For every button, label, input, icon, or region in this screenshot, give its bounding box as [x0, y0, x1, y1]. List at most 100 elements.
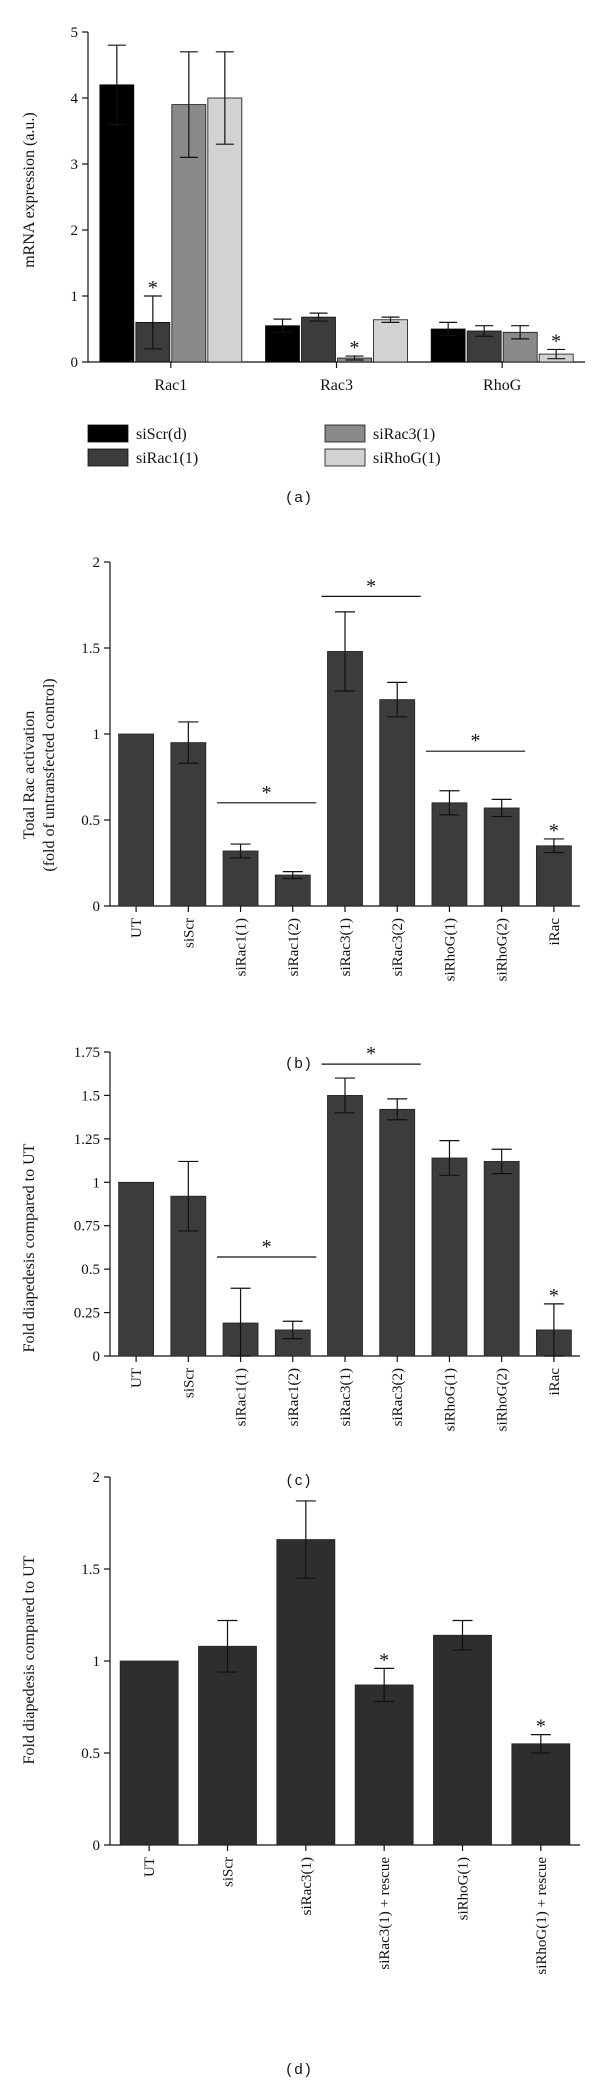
- legend-swatch: [87, 448, 129, 467]
- y-tick-label: 0: [93, 1838, 101, 1854]
- significance-star: *: [366, 1043, 376, 1065]
- legend-label: siRac3(1): [373, 426, 435, 443]
- y-tick-label: 2: [93, 1470, 101, 1486]
- panel-caption: (c): [287, 1472, 314, 1489]
- bar: [511, 1743, 571, 1846]
- legend: siScr(d) siRac1(1) siRac3(1) siRhoG(1): [87, 424, 441, 467]
- bar: [379, 1108, 416, 1357]
- y-tick-label: 4: [71, 91, 79, 107]
- y-tick-label: 1.75: [74, 1045, 100, 1061]
- y-tick-label: 0: [93, 899, 101, 915]
- x-tick-label: iRac: [547, 918, 563, 946]
- x-tick-label: siRhoG(2): [495, 918, 511, 981]
- significance-star: *: [551, 330, 561, 352]
- y-tick-label: 0.25: [74, 1306, 100, 1322]
- x-tick-label: siScr: [181, 918, 197, 948]
- y-tick-label: 2: [71, 223, 79, 239]
- bar: [118, 733, 155, 907]
- x-tick-label: siRac1(2): [286, 918, 302, 976]
- y-tick-label: 1: [71, 289, 79, 305]
- x-tick-label: siRac3(2): [390, 918, 406, 976]
- bar: [198, 1645, 257, 1846]
- y-tick-label: 3: [71, 157, 79, 173]
- y-tick-label: 1.5: [81, 641, 100, 657]
- y-axis-label-line-1: Total Rac activation: [21, 711, 38, 840]
- panel-caption: (a): [286, 489, 313, 506]
- bar: [274, 874, 311, 907]
- y-tick-label: 1.5: [81, 1562, 100, 1578]
- bar: [118, 1181, 155, 1357]
- x-tick-label: siRac1(2): [286, 1368, 302, 1426]
- bar: [354, 1684, 414, 1846]
- x-tick-label: siRac1(1): [234, 1368, 250, 1426]
- bar: [327, 651, 363, 907]
- legend-swatch: [324, 448, 366, 467]
- significance-star: *: [262, 782, 272, 804]
- bar: [119, 1660, 179, 1846]
- legend-swatch: [324, 424, 366, 443]
- y-tick-label: 0.5: [81, 813, 100, 829]
- significance-star: *: [366, 575, 376, 597]
- significance-star: *: [379, 1649, 389, 1671]
- significance-star: *: [148, 277, 158, 299]
- bar: [301, 316, 336, 363]
- x-tick-label: siScr: [181, 1368, 197, 1398]
- x-tick-label: siRac3(2): [390, 1368, 406, 1426]
- x-tick-label: UT: [129, 1368, 145, 1388]
- significance-star: *: [549, 820, 559, 842]
- x-tick-label: siRhoG(1): [442, 918, 458, 981]
- y-tick-label: 1: [93, 1654, 101, 1670]
- y-tick-label: 0.5: [81, 1746, 100, 1762]
- x-tick-label: iRac: [547, 1368, 563, 1396]
- axes: 0 1 2 3 4 5 Rac1 Rac3 RhoG: [71, 25, 585, 394]
- significance-star: *: [350, 337, 360, 359]
- chart-panel-c: 0 0.25 0.5 0.75 1 1.25 1.5 1.75 UT siScr siRac1(1)…: [21, 1043, 580, 1489]
- y-tick-label: 5: [71, 25, 79, 41]
- x-tick-label: siRac3(1): [299, 1857, 315, 1915]
- bars: * * * *: [118, 575, 572, 907]
- y-axis-label: Fold diapedesis compared to UT: [21, 1143, 38, 1352]
- bar: [373, 319, 408, 363]
- x-tick-label: siRac3(1): [338, 918, 354, 976]
- y-tick-label: 0: [93, 1349, 101, 1365]
- y-tick-label: 1.5: [81, 1088, 100, 1104]
- x-tick-label: siRhoG(2): [495, 1368, 511, 1431]
- significance-star: *: [536, 1716, 546, 1738]
- y-axis-label: Fold diapedesis compared to UT: [21, 1555, 38, 1764]
- y-tick-label: 2: [93, 555, 101, 571]
- x-tick-label: Rac1: [154, 377, 187, 394]
- y-tick-label: 0.5: [81, 1262, 100, 1278]
- x-tick-label: siRhoG(1) + rescue: [534, 1857, 550, 1975]
- y-tick-label: 0: [71, 355, 79, 371]
- panel-caption: (b): [286, 1055, 313, 1072]
- x-tick-label: siRhoG(1): [442, 1368, 458, 1431]
- bar: [483, 1161, 520, 1357]
- bar: [433, 1634, 492, 1846]
- x-tick-label: siRac3(1) + rescue: [377, 1857, 393, 1970]
- significance-star: *: [262, 1236, 272, 1258]
- x-tick-label: RhoG: [483, 377, 522, 394]
- chart-panel-b: 0 0.5 1 1.5 2 UT siScr siRac1(1) siRac1(2) siRac3…: [21, 555, 580, 1072]
- y-tick-label: 0.75: [74, 1219, 100, 1235]
- y-axis-label-line-2: (fold of untransfected control): [41, 678, 58, 871]
- bars: * * *: [99, 44, 574, 363]
- y-tick-label: 1.25: [74, 1132, 100, 1148]
- legend-label: siRhoG(1): [373, 450, 441, 467]
- y-tick-label: 1: [93, 1175, 101, 1191]
- legend-label: siRac1(1): [136, 450, 198, 467]
- x-tick-label: UT: [142, 1857, 158, 1877]
- bar: [327, 1095, 363, 1357]
- panel-caption: (d): [286, 2061, 313, 2078]
- bar: [170, 1195, 207, 1357]
- bars: **: [119, 1500, 571, 1846]
- bar: [535, 845, 572, 907]
- significance-star: *: [471, 730, 481, 752]
- chart-panel-a: 0 1 2 3 4 5 Rac1 Rac3 RhoG * * * mRNA expression (…: [21, 25, 585, 506]
- bar: [431, 802, 468, 907]
- x-tick-label: siScr: [221, 1857, 237, 1887]
- bar: [483, 807, 520, 907]
- bar: [99, 84, 135, 363]
- x-tick-label: siRhoG(1): [456, 1857, 472, 1920]
- bar: [379, 699, 416, 907]
